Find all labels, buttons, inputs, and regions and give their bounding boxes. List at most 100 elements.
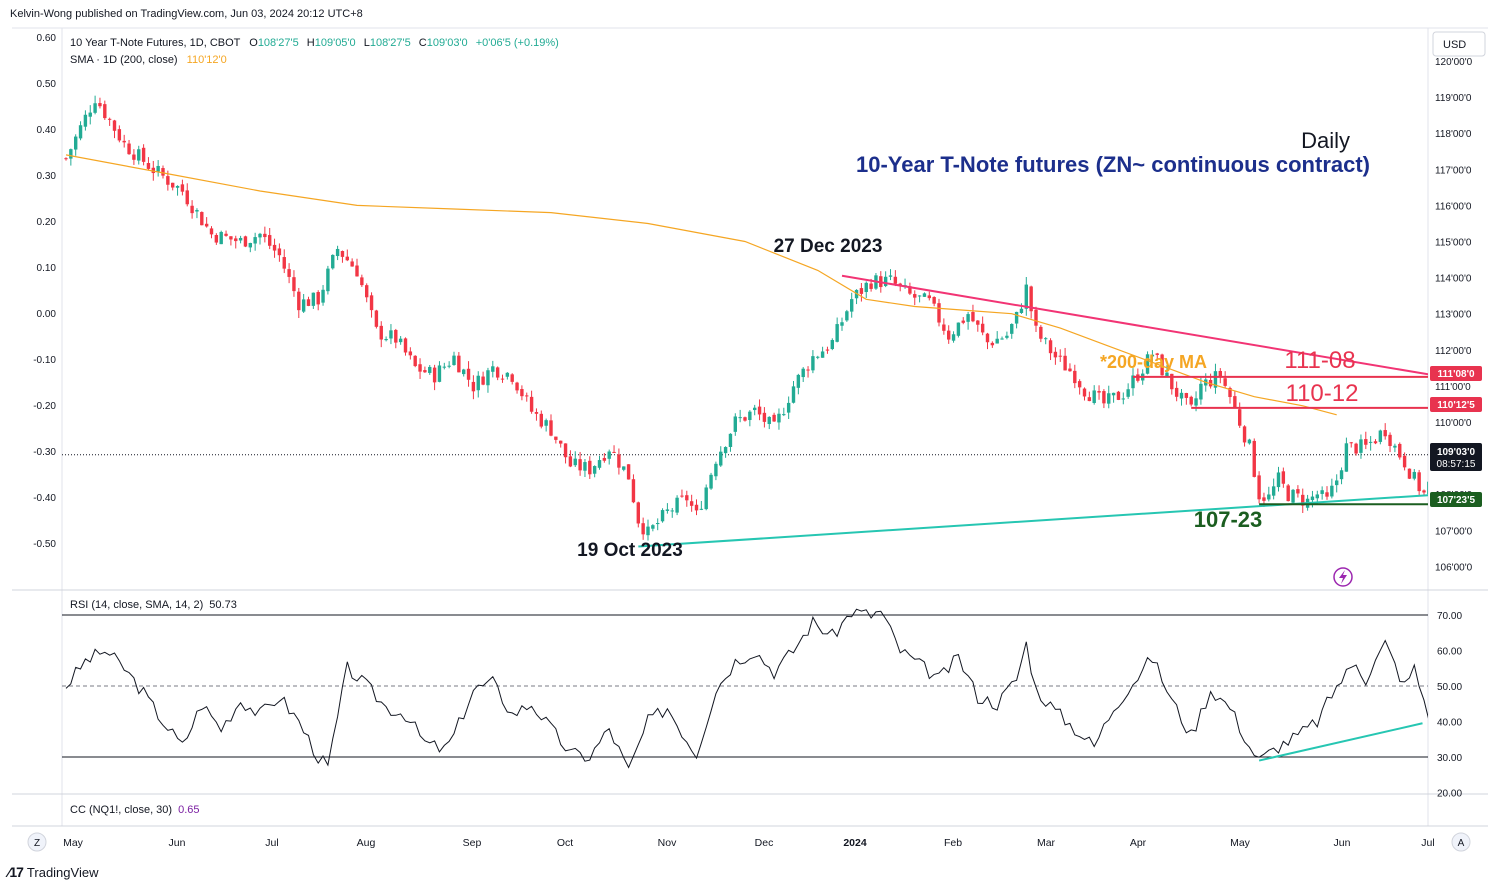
svg-text:A: A bbox=[1458, 838, 1465, 849]
symbol-legend[interactable]: 10 Year T-Note Futures, 1D, CBOT O108'27… bbox=[70, 37, 559, 66]
price-axis-tick: 119'00'0 bbox=[1435, 93, 1472, 104]
candle bbox=[476, 371, 480, 398]
candle bbox=[592, 465, 597, 478]
svg-text:109'03'0: 109'03'0 bbox=[1437, 447, 1476, 458]
candle bbox=[209, 226, 214, 239]
price-tag-last: 109'03'0 08:57:15 bbox=[1430, 443, 1482, 471]
candle bbox=[995, 331, 999, 344]
candle bbox=[1335, 474, 1339, 493]
candle bbox=[1339, 467, 1344, 485]
time-axis-tick: Jul bbox=[265, 837, 278, 849]
candle bbox=[175, 185, 180, 196]
candle bbox=[374, 309, 379, 329]
candle bbox=[69, 148, 73, 166]
sma-legend-value: 110'12'0 bbox=[187, 54, 227, 66]
price-axis-tick: 112'00'0 bbox=[1435, 346, 1472, 357]
symbol-name: 10 Year T-Note Futures, 1D, CBOT bbox=[70, 37, 241, 49]
candle bbox=[1247, 438, 1252, 445]
candle bbox=[379, 321, 383, 348]
candle bbox=[321, 285, 325, 306]
candle bbox=[767, 416, 771, 430]
time-axis-tick: 2024 bbox=[843, 837, 867, 849]
candle bbox=[520, 385, 524, 401]
candle bbox=[301, 294, 306, 313]
candle bbox=[219, 230, 223, 245]
candle bbox=[1402, 452, 1407, 471]
svg-text:SMA · 1D (200, close) 11: SMA · 1D (200, close) 110'12'0 bbox=[70, 54, 227, 66]
candle bbox=[1024, 277, 1028, 316]
candle bbox=[335, 245, 340, 261]
candle bbox=[161, 165, 165, 179]
candle bbox=[777, 408, 781, 430]
candle bbox=[539, 410, 543, 429]
candle bbox=[694, 499, 699, 516]
candle bbox=[1155, 352, 1159, 359]
cc-legend[interactable]: CC (NQ1!, close, 30) 0.65 bbox=[70, 804, 200, 816]
candle bbox=[1199, 377, 1203, 405]
tradingview-logo[interactable]: ⁄17 TradingView bbox=[8, 864, 98, 880]
candle bbox=[1320, 486, 1324, 500]
bar-countdown: 08:57:15 bbox=[1437, 459, 1476, 470]
candle bbox=[1286, 483, 1290, 502]
rsi-support-trendline[interactable] bbox=[1258, 722, 1423, 762]
candle bbox=[840, 317, 844, 331]
candle bbox=[248, 242, 252, 253]
timezone-button[interactable]: Z bbox=[27, 832, 47, 852]
candle bbox=[806, 366, 810, 378]
candle bbox=[651, 524, 655, 532]
candle bbox=[1189, 395, 1193, 407]
candle bbox=[297, 287, 301, 319]
candle bbox=[917, 295, 922, 303]
chart-subtitle: 10-Year T-Note futures (ZN~ continuous c… bbox=[856, 152, 1370, 177]
candle bbox=[1092, 385, 1096, 405]
candle bbox=[772, 412, 776, 422]
candle bbox=[660, 508, 665, 523]
rsi-axis-tick: 30.00 bbox=[1437, 753, 1462, 764]
price-tag-110: 110'12'5 bbox=[1430, 397, 1482, 412]
left-axis-tick: 0.00 bbox=[37, 309, 57, 320]
candle bbox=[1034, 306, 1038, 332]
lightning-icon[interactable] bbox=[1333, 567, 1353, 587]
candle bbox=[146, 157, 151, 170]
left-axis-tick: 0.60 bbox=[37, 33, 57, 44]
peak-date-label: 27 Dec 2023 bbox=[774, 236, 883, 257]
candle bbox=[277, 243, 282, 262]
candle bbox=[447, 361, 451, 369]
candle bbox=[1233, 391, 1237, 409]
candle bbox=[428, 364, 432, 375]
candle bbox=[238, 235, 243, 244]
candle bbox=[234, 235, 238, 249]
rsi-legend[interactable]: RSI (14, close, SMA, 14, 2) 50.73 bbox=[70, 599, 237, 611]
candle bbox=[253, 232, 257, 251]
auto-scale-button[interactable]: A bbox=[1451, 832, 1471, 852]
candle bbox=[1014, 311, 1019, 329]
candle bbox=[1077, 379, 1082, 395]
cc-value: 0.65 bbox=[178, 804, 199, 816]
candle bbox=[1082, 387, 1087, 401]
price-axis-tick: 111'00'0 bbox=[1435, 382, 1471, 393]
currency-button[interactable]: USD bbox=[1432, 31, 1486, 57]
candle bbox=[491, 360, 495, 378]
candle bbox=[190, 200, 194, 219]
candle bbox=[1257, 471, 1261, 504]
candle bbox=[704, 484, 708, 511]
support-trendline[interactable] bbox=[638, 490, 1500, 548]
candle bbox=[1378, 429, 1383, 445]
candle bbox=[500, 374, 505, 383]
rsi-axis-tick: 40.00 bbox=[1437, 718, 1462, 729]
candle bbox=[122, 134, 126, 148]
left-axis-tick: 0.50 bbox=[37, 79, 57, 90]
resistance-trendline[interactable] bbox=[841, 274, 1500, 387]
candle bbox=[607, 449, 611, 465]
candle bbox=[360, 274, 364, 287]
price-tag-107: 107'23'5 bbox=[1430, 492, 1482, 507]
pane-borders bbox=[12, 27, 1488, 827]
sma-legend-label: SMA · 1D (200, close) bbox=[70, 54, 178, 66]
candle bbox=[549, 414, 553, 437]
candle bbox=[1393, 443, 1397, 453]
candle bbox=[326, 265, 330, 295]
candle bbox=[141, 144, 146, 166]
candle bbox=[204, 217, 209, 228]
time-axis[interactable]: May Jun Jul Aug Sep Oct Nov Dec 2024 Feb Mar Apr May… bbox=[63, 837, 1435, 849]
